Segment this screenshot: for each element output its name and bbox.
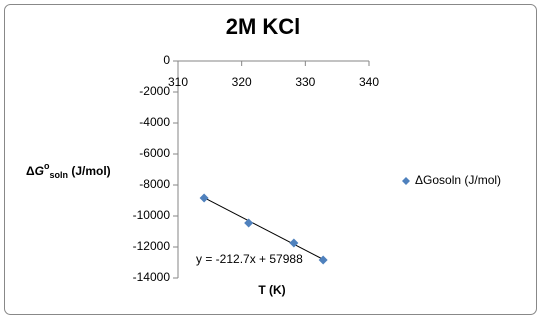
y-tick-label: 0	[163, 53, 170, 67]
data-point	[318, 255, 328, 265]
y-tick-label: -2000	[139, 84, 170, 98]
y-tick-label: -6000	[139, 146, 170, 160]
trendline-label: y = -212.7x + 57988	[196, 252, 303, 266]
y-tick-label: -10000	[133, 208, 171, 222]
data-point	[244, 218, 254, 228]
y-title-symbol: G	[35, 164, 44, 178]
x-tick-label: 330	[295, 75, 315, 89]
y-title-sup: o	[44, 161, 50, 171]
data-point	[199, 193, 209, 203]
x-axis-title: T (K)	[258, 283, 285, 297]
y-tick-label: -14000	[133, 270, 171, 284]
y-tick-label: -12000	[133, 239, 171, 253]
x-tick-label: 340	[359, 75, 379, 89]
x-tick-label: 310	[168, 75, 188, 89]
trendline	[203, 197, 324, 260]
chart-title: 2M KCl	[226, 14, 301, 39]
data-point	[289, 238, 299, 248]
legend-label: ΔGosoln (J/mol)	[415, 173, 501, 187]
legend-marker	[402, 177, 410, 185]
y-title-suffix: (J/mol)	[68, 164, 111, 178]
y-title-sub: soln	[49, 170, 68, 180]
y-tick-label: -4000	[139, 115, 170, 129]
chart-border	[4, 4, 537, 315]
y-title-prefix: Δ	[26, 164, 35, 178]
x-tick-label: 320	[232, 75, 252, 89]
y-axis-title: ΔGosoln (J/mol)	[26, 161, 111, 180]
y-tick-label: -8000	[139, 177, 170, 191]
